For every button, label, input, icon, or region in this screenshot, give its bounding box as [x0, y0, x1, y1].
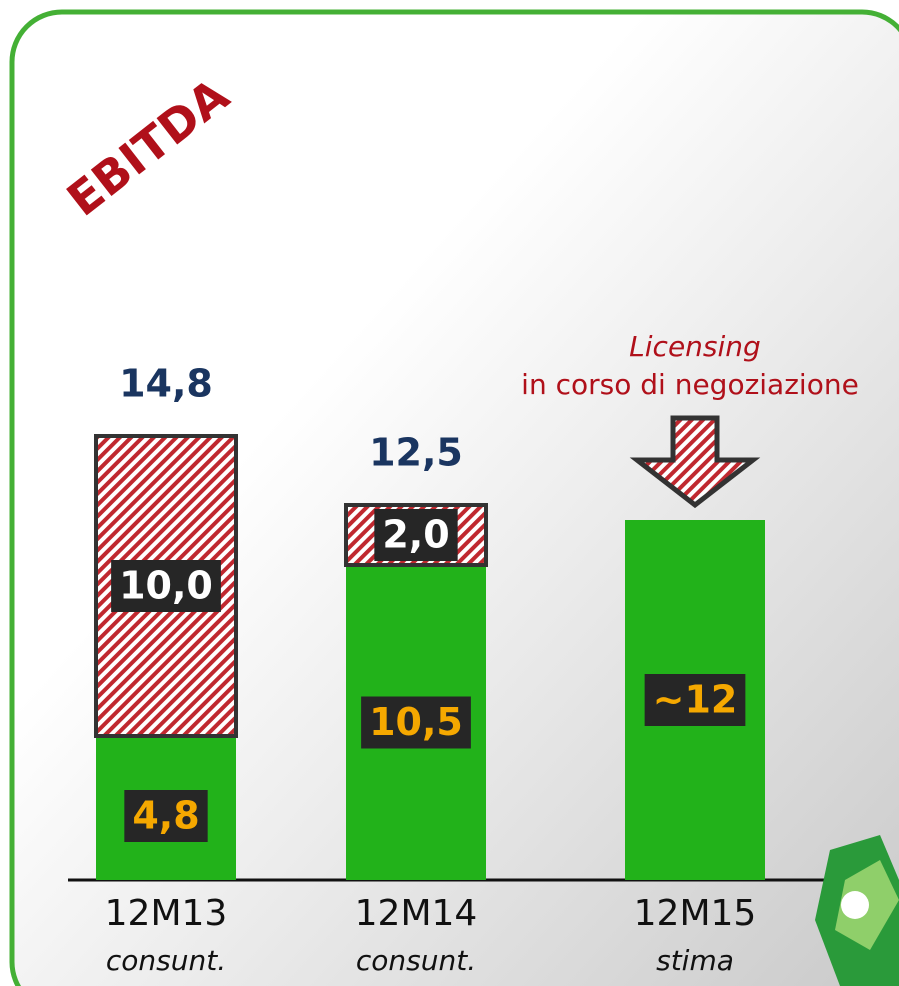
value-label-box: [374, 509, 458, 561]
x-tick-label: 12M15: [634, 893, 757, 934]
value-label: 10,5: [369, 700, 463, 744]
value-label-box: [644, 674, 746, 726]
value-label: ~12: [653, 678, 738, 722]
x-tick-label: 12M13: [105, 893, 228, 934]
total-label: 12,5: [369, 431, 463, 475]
value-label-box: [111, 560, 221, 612]
value-label: 10,0: [119, 564, 213, 608]
value-label: 2,0: [382, 513, 449, 557]
annotation-text: in corso di negoziazione: [521, 368, 859, 401]
value-label-box: [124, 790, 208, 842]
logo: [815, 835, 899, 986]
x-tick-label: 12M14: [355, 893, 478, 934]
x-sublabel: consunt.: [356, 944, 476, 977]
value-label: 4,8: [132, 794, 199, 838]
x-sublabel: consunt.: [106, 944, 226, 977]
x-sublabel: stima: [656, 944, 734, 977]
total-label: 14,8: [119, 362, 213, 406]
annotation-title: Licensing: [629, 330, 761, 363]
value-label-box: [361, 696, 471, 749]
annotation-arrow: [629, 415, 761, 509]
